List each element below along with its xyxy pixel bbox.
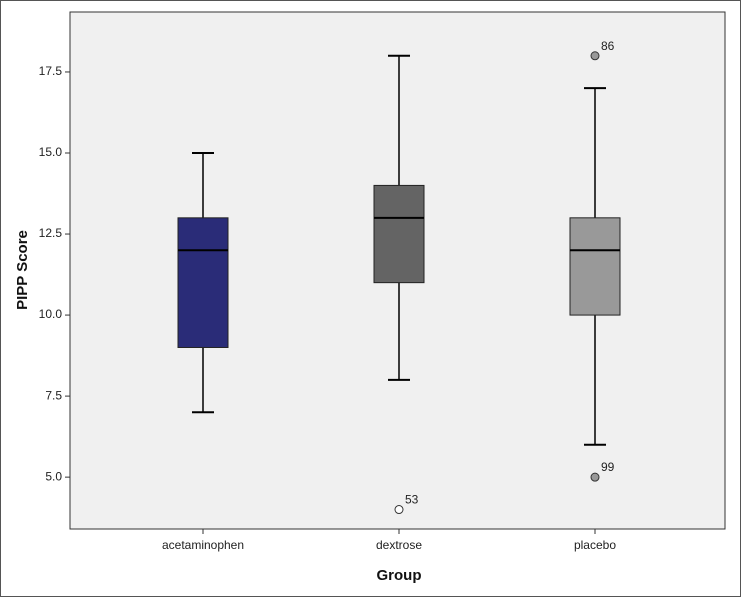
x-axis-title: Group bbox=[377, 567, 422, 584]
y-axis-title: PIPP Score bbox=[14, 230, 31, 310]
outlier-label: 99 bbox=[601, 460, 615, 474]
outlier-point bbox=[590, 51, 600, 61]
iqr-box bbox=[177, 217, 229, 348]
outlier-point bbox=[590, 472, 600, 482]
y-tick-label: 10.0 bbox=[39, 307, 63, 321]
y-tick-label: 17.5 bbox=[39, 64, 63, 78]
y-tick-label: 12.5 bbox=[39, 226, 63, 240]
x-tick-label-acetaminophen: acetaminophen bbox=[162, 538, 244, 552]
box-group-dextrose: 53 bbox=[373, 54, 425, 515]
x-tick-label-dextrose: dextrose bbox=[376, 538, 422, 552]
outlier-label: 53 bbox=[405, 493, 419, 507]
outlier-label: 86 bbox=[601, 39, 615, 53]
x-tick-label-placebo: placebo bbox=[574, 538, 616, 552]
outlier-point bbox=[394, 505, 404, 515]
iqr-box bbox=[569, 217, 621, 316]
box-group-placebo: 86 99 bbox=[569, 39, 621, 482]
box-group-acetaminophen bbox=[177, 152, 229, 414]
y-tick-label: 5.0 bbox=[45, 469, 62, 483]
y-tick-label: 7.5 bbox=[45, 388, 62, 402]
boxes-layer: 53 86 99 bbox=[177, 39, 621, 515]
y-axis-ticks: 5.0 7.5 10.0 12.5 15.0 17.5 bbox=[39, 64, 70, 483]
x-axis-tick-labels: acetaminophen dextrose placebo bbox=[162, 529, 616, 552]
y-tick-label: 15.0 bbox=[39, 145, 63, 159]
iqr-box bbox=[373, 184, 425, 284]
